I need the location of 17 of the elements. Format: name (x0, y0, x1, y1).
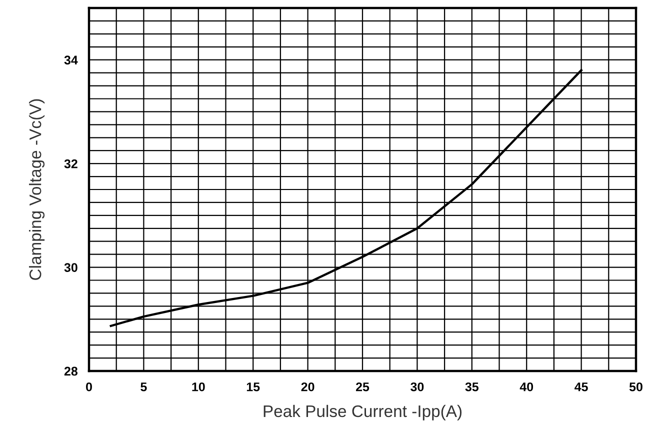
x-tick-label: 50 (629, 382, 642, 392)
y-tick-label: 28 (64, 366, 78, 376)
x-tick-label: 20 (301, 382, 314, 392)
y-axis-title: Clamping Voltage -Vc(V) (29, 99, 45, 280)
x-tick-label: 0 (86, 382, 92, 392)
x-tick-label: 15 (246, 382, 260, 392)
x-tick-label: 25 (356, 382, 370, 392)
x-tick-label: 35 (465, 382, 479, 392)
y-tick-label: 32 (64, 159, 78, 168)
x-axis-title: Peak Pulse Current -Ipp(A) (264, 404, 462, 420)
y-tick-label: 30 (64, 263, 78, 272)
y-tick-label: 34 (64, 56, 78, 65)
x-tick-label: 45 (574, 382, 588, 392)
x-tick-label: 10 (192, 382, 205, 392)
x-tick-label: 40 (520, 382, 534, 392)
x-tick-label: 30 (410, 382, 424, 392)
x-tick-label: 5 (140, 382, 147, 392)
